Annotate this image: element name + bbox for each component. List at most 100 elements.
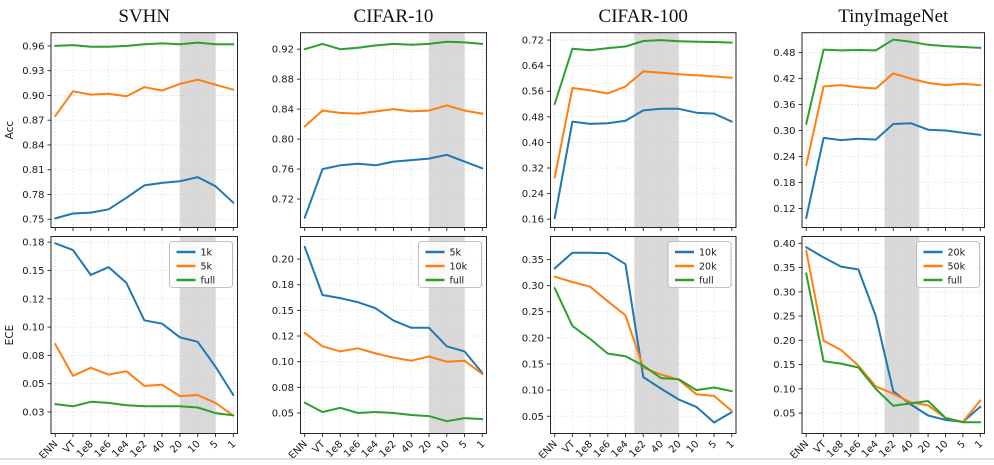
y-tick-label: 0.18 [272,280,294,291]
legend-label: 10k [450,262,468,273]
y-tick-label: 0.25 [773,312,795,323]
series-line-5k [54,78,235,118]
y-tick-label: 0.40 [522,138,544,149]
x-tick-label: 40 [400,439,417,456]
series-line-full [553,287,733,393]
y-tick-label: 0.48 [522,112,544,123]
legend-label: 10k [699,248,717,259]
highlight-band [884,236,920,434]
series-line-20k [553,70,733,179]
legend-label: 1k [201,248,213,259]
y-tick-label: 0.42 [773,74,795,85]
x-tick-label: 1e2 [877,439,898,460]
x-tick-label: 1e2 [627,439,648,460]
tick-marks [297,258,483,437]
tick-labels: 0.75 0.78 0.81 0.84 0.87 0.90 0.93 0.96 [22,41,44,225]
y-tick-label: 0.92 [272,45,294,56]
legend: 20k 50k full [916,241,980,288]
y-tick-label: 0.30 [522,281,544,292]
y-tick-label: 0.78 [22,190,44,201]
y-tick-label: 0.88 [272,75,294,86]
series-line-full [805,38,982,125]
x-tick-label: 1 [725,439,737,451]
x-tick-label: 40 [899,439,916,456]
y-tick-label: 0.35 [773,263,795,274]
tick-marks [547,39,733,231]
y-tick-label: 0.15 [272,306,294,317]
x-tick-label: 5 [208,439,220,451]
x-tick-label: 10 [685,439,702,456]
y-tick-label: 0.05 [272,408,294,419]
tick-marks [297,48,483,231]
tick-marks [47,45,234,231]
y-tick-label: 0.10 [272,357,294,368]
y-tick-label: 0.10 [522,386,544,397]
y-tick-label: 0.48 [773,48,795,59]
x-tick-label: 1 [475,439,487,451]
series-line-full [553,39,733,105]
y-tick-label: 0.56 [522,87,544,98]
x-tick-label: 1e6 [842,439,863,460]
y-tick-label: 0.10 [22,323,44,334]
x-tick-label: 40 [150,439,167,456]
tick-labels: 0.72 0.76 0.80 0.84 0.88 0.92 [272,45,294,206]
y-tick-label: 0.90 [22,91,44,102]
x-tick-label: 1e8 [825,439,846,460]
tick-marks [47,241,234,437]
series-line-20k [553,275,733,412]
y-tick-label: 0.96 [22,41,44,52]
y-tick-label: 0.20 [522,333,544,344]
y-tick-label: 0.12 [773,204,795,215]
series-line-5k [303,153,484,219]
series-line-20k [805,122,982,219]
window-bottom-border [0,458,994,460]
x-tick-label: 1e6 [93,439,114,460]
y-tick-label: 0.12 [22,294,44,305]
tick-marks [798,242,981,437]
x-tick-label: 1e8 [324,439,345,460]
y-tick-label: 0.15 [522,360,544,371]
x-tick-label: 20 [916,439,933,456]
y-tick-label: 0.75 [22,215,44,226]
legend: 1k 5k full [169,241,233,288]
y-tick-label: 0.35 [522,255,544,266]
tick-marks [798,52,981,231]
series-line-1k [54,176,235,220]
grid [550,236,736,434]
y-tick-label: 0.24 [773,152,795,163]
y-tick-label: 0.36 [773,100,795,111]
y-tick-label: 0.10 [773,384,795,395]
legend: 10k 20k full [667,241,732,288]
highlight-band [884,32,920,228]
x-tick-label: 1e8 [574,439,595,460]
y-tick-label: 0.76 [272,165,294,176]
legend: 5k 10k full [418,241,482,288]
series-line-full [54,400,235,417]
grid [802,32,985,228]
y-tick-label: 0.12 [272,332,294,343]
subplot-title: CIFAR-10 [354,6,434,27]
x-tick-label: 1e6 [592,439,613,460]
y-tick-label: 0.16 [522,215,544,226]
x-tick-label: 1e4 [860,439,881,460]
legend-label: full [201,276,216,287]
x-tick-label: 20 [417,439,434,456]
x-tick-label: 20 [168,439,185,456]
y-tick-label: 0.93 [22,66,44,77]
x-tick-label: 5 [707,439,719,451]
subplot-svhn-acc: 0.75 0.78 0.81 0.84 0.87 0.90 0.93 0.96 SVHN Acc [4,6,238,231]
y-tick-label: 0.15 [773,360,795,371]
grid [550,32,736,228]
y-tick-label: 0.80 [272,135,294,146]
legend-label: full [699,276,714,287]
y-tick-label: 0.05 [522,412,544,423]
y-tick-label: 0.24 [522,189,544,200]
y-tick-label: 0.18 [773,178,795,189]
x-tick-label: 1 [973,439,985,451]
series-line-50k [805,72,982,167]
y-tick-label: 0.08 [272,383,294,394]
